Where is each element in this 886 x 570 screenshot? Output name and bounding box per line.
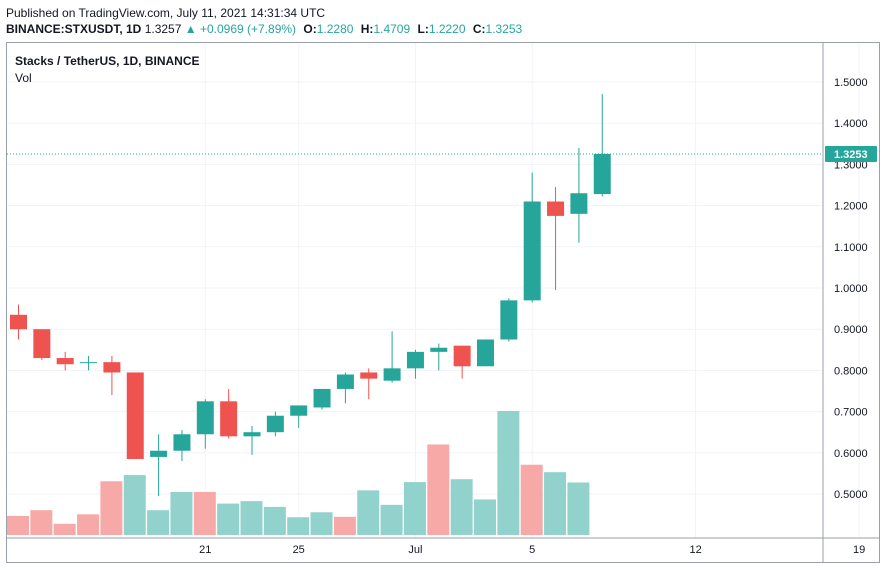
volume-bar — [123, 475, 146, 535]
volume-bar — [567, 482, 590, 535]
candle-body — [570, 193, 588, 214]
y-tick-label: 0.6000 — [834, 448, 868, 460]
volume-bar — [450, 479, 473, 535]
volume-bar — [333, 516, 356, 535]
candle-body — [547, 201, 565, 216]
volume-bar — [240, 501, 263, 535]
y-tick-label: 0.8000 — [834, 365, 868, 377]
volume-bar — [287, 517, 310, 535]
low-label: L: — [417, 22, 429, 36]
close-label: C: — [472, 22, 486, 36]
x-tick-label: 12 — [690, 544, 702, 556]
candle-body — [500, 300, 518, 340]
volume-bar — [217, 503, 240, 535]
open-value: 1.2280 — [316, 22, 354, 36]
y-tick-label: 1.4000 — [834, 118, 868, 130]
y-tick-label: 1.0000 — [834, 283, 868, 295]
volume-bar — [474, 499, 496, 535]
last-price-badge — [825, 145, 877, 162]
published-line: Published on TradingView.com, July 11, 2… — [6, 6, 326, 20]
candle-body — [290, 405, 308, 416]
volume-bar — [77, 514, 100, 535]
volume-bar — [30, 510, 53, 535]
candle-body — [80, 362, 98, 364]
last-price-badge-text: 1.3253 — [834, 149, 868, 161]
volume-bar — [7, 515, 29, 535]
candle-body — [313, 388, 331, 408]
candle-body — [33, 329, 51, 359]
last-price-text: 1.3257 — [144, 22, 182, 36]
volume-bar — [520, 464, 543, 535]
volume-bar — [147, 510, 170, 535]
symbol-line: BINANCE:STXUSDT, 1D 1.3257 ▲ +0.0969 (+7… — [6, 22, 522, 36]
y-tick-label: 1.5000 — [834, 77, 868, 89]
volume-bar — [544, 472, 567, 535]
volume-bar — [100, 481, 123, 535]
chart-frame[interactable] — [6, 42, 880, 563]
candle-body — [243, 432, 261, 437]
close-value: 1.3253 — [485, 22, 523, 36]
open-label: O: — [303, 22, 317, 36]
change-text: ▲ +0.0969 (+7.89%) — [184, 22, 297, 36]
high-label: H: — [360, 22, 374, 36]
x-tick-label: 19 — [853, 544, 865, 556]
y-tick-label: 0.5000 — [834, 489, 868, 501]
volume-bar — [53, 523, 76, 535]
volume-legend: Vol — [15, 71, 32, 85]
volume-bar — [357, 490, 380, 535]
volume-bar — [310, 512, 333, 535]
candle-body — [196, 401, 214, 435]
y-tick-label: 0.9000 — [834, 324, 868, 336]
candle-body — [220, 401, 238, 437]
volume-bar — [403, 482, 426, 535]
candle-body — [523, 201, 541, 301]
candle-body — [126, 372, 144, 459]
symbol-text: BINANCE:STXUSDT, 1D — [6, 22, 142, 36]
x-tick-label: 21 — [199, 544, 211, 556]
volume-bar — [263, 506, 286, 535]
candle-body — [593, 153, 611, 195]
x-tick-label: 5 — [529, 544, 535, 556]
y-tick-label: 1.1000 — [834, 242, 868, 254]
candle-body — [430, 347, 448, 352]
candle-body — [477, 339, 494, 367]
volume-bar — [193, 492, 216, 535]
y-tick-label: 0.7000 — [834, 407, 868, 419]
candle-body — [266, 415, 284, 433]
x-tick-label: Jul — [408, 544, 422, 556]
candle-body — [10, 314, 27, 330]
high-value: 1.4709 — [373, 22, 411, 36]
volume-bar — [427, 444, 450, 535]
volume-bar — [170, 492, 193, 535]
candle-body — [383, 368, 401, 381]
y-tick-label: 1.2000 — [834, 201, 868, 213]
candle-body — [453, 345, 471, 367]
low-value: 1.2220 — [428, 22, 466, 36]
volume-bar — [380, 504, 403, 535]
candle-body — [336, 374, 354, 389]
candle-body — [56, 358, 74, 365]
y-tick-label: 1.3000 — [834, 159, 868, 171]
chart-legend-title: Stacks / TetherUS, 1D, BINANCE — [15, 54, 200, 68]
candle-body — [406, 351, 424, 369]
volume-bar — [497, 411, 520, 535]
candle-body — [360, 372, 378, 379]
candle-body — [173, 434, 191, 451]
x-tick-label: 25 — [293, 544, 305, 556]
candle-body — [103, 362, 121, 373]
candle-body — [150, 450, 168, 457]
